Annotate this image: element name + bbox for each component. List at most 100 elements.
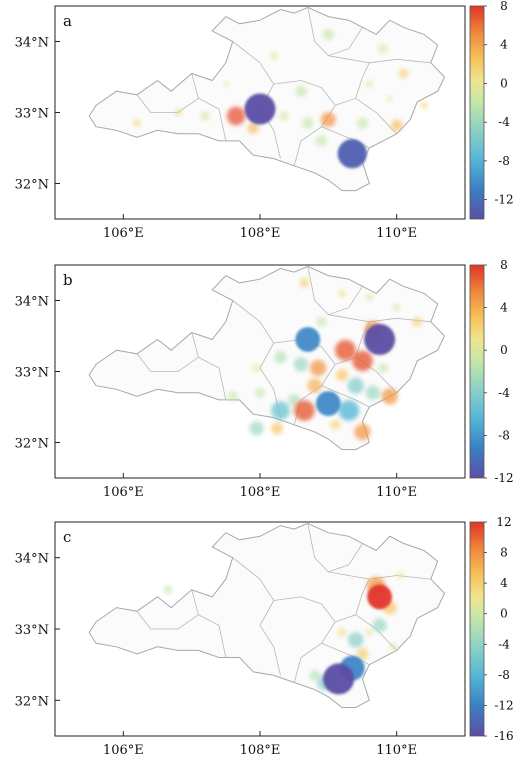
- station-point: [247, 122, 259, 134]
- station-point: [294, 400, 315, 421]
- colorbar-tick-label: -12: [494, 471, 513, 485]
- station-point: [133, 119, 141, 127]
- y-tick-label: 32°N: [15, 694, 49, 709]
- panel-letter-a: a: [63, 12, 72, 30]
- station-point: [365, 293, 374, 301]
- county-boundary: [136, 353, 199, 372]
- colorbar-tick-label: 0: [500, 607, 508, 621]
- colorbar-tick-label: 4: [500, 38, 508, 52]
- station-point: [330, 419, 341, 430]
- colorbar-tick-label: 8: [500, 258, 508, 272]
- station-point: [364, 324, 396, 355]
- colorbar-tick-label: -8: [498, 668, 510, 682]
- station-point: [279, 111, 289, 121]
- station-point: [271, 422, 284, 435]
- station-point: [420, 101, 428, 110]
- x-tick-label: 106°E: [103, 743, 144, 758]
- station-point: [227, 391, 238, 402]
- station-point: [174, 108, 182, 117]
- station-point: [365, 385, 380, 400]
- station-point: [356, 117, 369, 129]
- county-boundary: [232, 557, 281, 676]
- colorbar-tick-label: -8: [498, 154, 510, 168]
- station-point: [320, 112, 336, 128]
- colorbar-c: [469, 521, 485, 737]
- y-tick-label: 32°N: [15, 178, 49, 193]
- colorbar-tick-label: -4: [498, 637, 510, 651]
- colorbar-tick-label: 8: [500, 546, 508, 560]
- y-tick-label: 34°N: [15, 295, 49, 310]
- station-point: [254, 387, 266, 398]
- station-point: [365, 80, 374, 88]
- y-tick-label: 33°N: [15, 107, 49, 122]
- x-tick-label: 108°E: [240, 226, 281, 241]
- station-point: [295, 327, 321, 352]
- colorbar-tick-label: 4: [500, 576, 508, 590]
- station-point: [249, 421, 264, 436]
- county-boundary: [321, 385, 370, 408]
- station-point: [307, 378, 322, 393]
- station-point: [337, 139, 367, 169]
- county-boundary: [328, 55, 431, 64]
- station-point: [295, 85, 307, 97]
- x-tick-label: 106°E: [103, 226, 144, 241]
- station-point: [338, 400, 360, 421]
- county-boundary: [355, 578, 370, 615]
- station-point: [352, 350, 373, 372]
- colorbar-tick-label: 0: [500, 343, 508, 357]
- colorbar-tick-label: 4: [500, 301, 508, 315]
- county-boundary: [136, 610, 199, 630]
- x-tick-label: 110°E: [376, 226, 417, 241]
- station-point: [323, 663, 355, 695]
- station-point: [226, 106, 246, 126]
- station-point: [163, 585, 173, 595]
- station-point: [348, 632, 364, 648]
- panel-b: b 106°E 108°E 110°E 34°N 33°N 32°N 8 4 0 -4 -8 -12: [15, 258, 514, 500]
- station-point: [315, 391, 341, 416]
- colorbar-tick-label: 0: [500, 76, 508, 90]
- station-point: [378, 43, 388, 54]
- station-point: [315, 135, 328, 147]
- station-point: [396, 571, 404, 580]
- county-boundary: [335, 614, 397, 651]
- panel-a: a 106°E 108°E 110°E 34°N 33°N 32°N 8 4 0 -4 -8 -12: [15, 0, 514, 241]
- y-tick-label: 33°N: [15, 366, 49, 381]
- station-point: [316, 316, 327, 327]
- y-tick-label: 34°N: [15, 552, 49, 567]
- colorbar-tick-label: 8: [500, 0, 508, 13]
- station-point: [269, 51, 278, 60]
- station-point: [338, 289, 346, 298]
- colorbar-tick-label: 12: [496, 515, 511, 529]
- y-tick-label: 33°N: [15, 623, 49, 638]
- station-point: [288, 393, 301, 406]
- county-boundary: [136, 94, 199, 113]
- station-point: [274, 351, 287, 364]
- county-boundary: [191, 73, 227, 141]
- colorbar-tick-label: -8: [498, 428, 510, 442]
- colorbar-tick-label: -12: [494, 698, 513, 712]
- county-boundary: [191, 332, 227, 400]
- station-point: [398, 68, 409, 79]
- station-point: [302, 117, 314, 129]
- x-tick-label: 110°E: [376, 743, 417, 758]
- y-tick-label: 32°N: [15, 437, 49, 452]
- station-point: [293, 357, 309, 372]
- colorbar-a: [469, 5, 485, 220]
- station-point: [335, 368, 349, 382]
- x-tick-label: 106°E: [103, 485, 144, 500]
- station-point: [252, 364, 261, 372]
- station-point: [412, 316, 423, 327]
- station-point: [200, 111, 211, 121]
- station-point: [322, 28, 334, 41]
- station-point: [391, 119, 403, 131]
- station-point: [309, 670, 321, 681]
- station-point: [367, 584, 392, 610]
- colorbar-b: [469, 264, 485, 479]
- x-tick-label: 108°E: [240, 485, 281, 500]
- colorbar-tick-label: -4: [498, 386, 510, 400]
- station-point: [299, 277, 310, 288]
- station-point: [356, 647, 369, 661]
- station-point: [377, 362, 389, 374]
- y-tick-label: 34°N: [15, 36, 49, 51]
